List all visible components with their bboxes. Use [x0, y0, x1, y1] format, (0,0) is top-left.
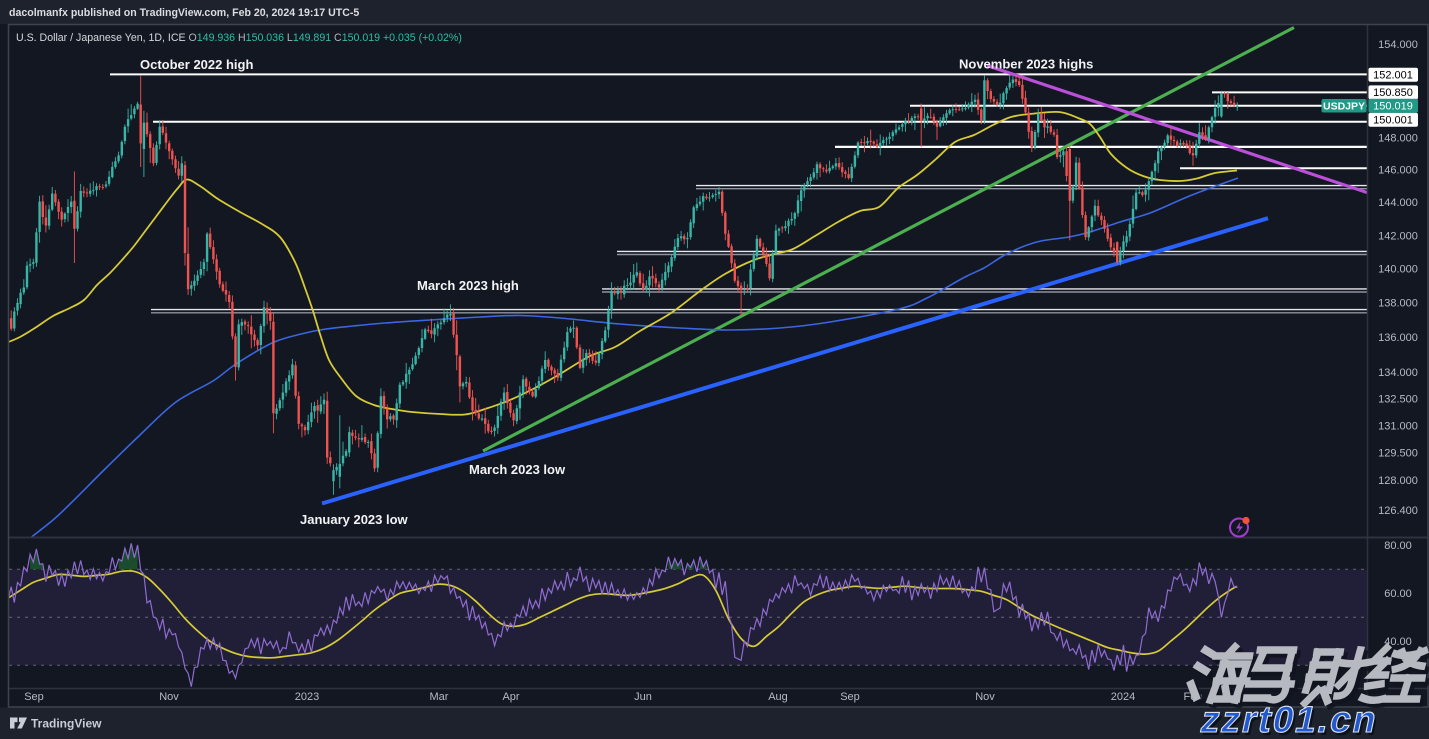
- svg-text:132.500: 132.500: [1378, 394, 1418, 406]
- svg-text:USDJPY: USDJPY: [1323, 101, 1365, 113]
- svg-text:October 2022 high: October 2022 high: [140, 57, 253, 72]
- svg-text:144.000: 144.000: [1378, 197, 1418, 209]
- svg-text:154.000: 154.000: [1378, 39, 1418, 51]
- svg-text:60.00: 60.00: [1384, 588, 1412, 600]
- svg-text:40.00: 40.00: [1384, 636, 1412, 648]
- svg-text:150.019: 150.019: [1373, 101, 1413, 113]
- svg-text:126.400: 126.400: [1378, 505, 1418, 517]
- svg-text:Sep: Sep: [24, 691, 44, 703]
- svg-text:TradingView: TradingView: [31, 717, 102, 731]
- svg-text:U.S. Dollar / Japanese Yen, 1D: U.S. Dollar / Japanese Yen, 1D, ICE O149…: [16, 32, 462, 44]
- svg-text:134.000: 134.000: [1378, 367, 1418, 379]
- svg-text:Jun: Jun: [634, 691, 652, 703]
- svg-text:dacolmanfx published on Tradin: dacolmanfx published on TradingView.com,…: [9, 7, 359, 19]
- svg-text:zzrt01.cn: zzrt01.cn: [1197, 698, 1382, 739]
- svg-text:150.001: 150.001: [1373, 115, 1413, 127]
- svg-text:2024: 2024: [1111, 691, 1135, 703]
- svg-text:2023: 2023: [295, 691, 319, 703]
- svg-text:November 2023 highs: November 2023 highs: [959, 57, 1093, 72]
- svg-text:146.000: 146.000: [1378, 165, 1418, 177]
- svg-text:148.000: 148.000: [1378, 133, 1418, 145]
- svg-text:131.000: 131.000: [1378, 421, 1418, 433]
- svg-text:Nov: Nov: [159, 691, 179, 703]
- svg-text:Sep: Sep: [840, 691, 860, 703]
- svg-text:150.850: 150.850: [1373, 87, 1413, 99]
- svg-text:136.000: 136.000: [1378, 332, 1418, 344]
- svg-text:Mar: Mar: [430, 691, 449, 703]
- svg-text:142.000: 142.000: [1378, 230, 1418, 242]
- svg-text:152.001: 152.001: [1373, 70, 1413, 82]
- svg-text:80.00: 80.00: [1384, 540, 1412, 552]
- svg-text:Apr: Apr: [502, 691, 519, 703]
- svg-text:140.000: 140.000: [1378, 264, 1418, 276]
- svg-text:March 2023 low: March 2023 low: [469, 462, 566, 477]
- svg-text:129.500: 129.500: [1378, 448, 1418, 460]
- svg-text:January 2023 low: January 2023 low: [300, 512, 409, 527]
- svg-text:zzrt01.cn: zzrt01.cn: [1200, 701, 1385, 739]
- svg-text:Aug: Aug: [768, 691, 788, 703]
- svg-text:Nov: Nov: [975, 691, 995, 703]
- svg-text:138.000: 138.000: [1378, 298, 1418, 310]
- svg-text:March 2023 high: March 2023 high: [417, 278, 519, 293]
- svg-text:128.000: 128.000: [1378, 475, 1418, 487]
